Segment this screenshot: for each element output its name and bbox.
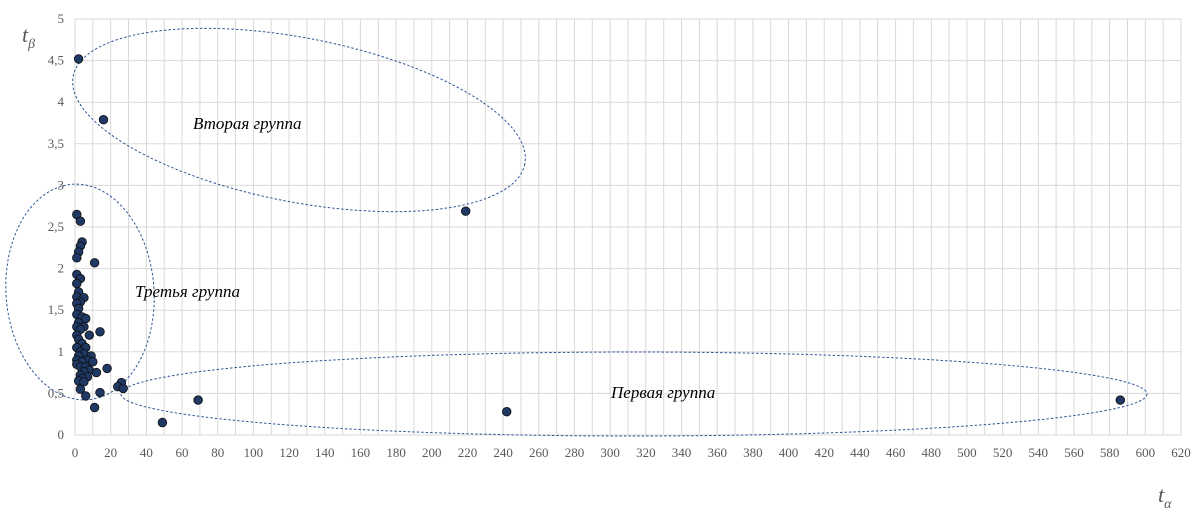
data-point [102, 363, 112, 374]
data-point [118, 383, 128, 394]
x-tick-label: 240 [493, 445, 513, 460]
data-point [1115, 395, 1126, 405]
x-tick-label: 300 [600, 445, 620, 460]
data-point [461, 206, 471, 216]
data-point [95, 327, 105, 337]
x-tick-label: 360 [707, 445, 727, 460]
x-tick-label: 320 [636, 445, 656, 460]
y-tick-label: 0 [58, 427, 65, 442]
y-tick-label: 4 [58, 94, 65, 109]
y-tick-label: 4,5 [48, 53, 64, 68]
data-point [157, 417, 168, 428]
x-tick-label: 620 [1171, 445, 1191, 460]
x-tick-label: 420 [814, 445, 834, 460]
annotation-group1: Первая группа [610, 383, 715, 402]
x-tick-label: 40 [140, 445, 153, 460]
x-tick-label: 460 [886, 445, 906, 460]
x-tick-label: 220 [458, 445, 478, 460]
x-tick-label: 200 [422, 445, 442, 460]
x-tick-label: 540 [1029, 445, 1049, 460]
x-tick-label: 80 [211, 445, 224, 460]
x-tick-label: 340 [672, 445, 692, 460]
x-tick-label: 600 [1136, 445, 1156, 460]
data-point [89, 258, 100, 268]
data-point [73, 54, 84, 64]
group2-ellipse [72, 27, 526, 213]
y-axis-title: tβ [22, 22, 35, 52]
data-point [75, 216, 86, 226]
data-point [98, 114, 109, 125]
data-point [84, 330, 95, 340]
x-tick-label: 140 [315, 445, 335, 460]
y-tick-label: 1 [58, 344, 65, 359]
x-tick-label: 100 [244, 445, 264, 460]
x-tick-label: 120 [279, 445, 299, 460]
x-tick-label: 560 [1064, 445, 1084, 460]
y-tick-label: 1,5 [48, 302, 64, 317]
x-tick-label: 380 [743, 445, 763, 460]
y-tick-label: 5 [58, 11, 65, 26]
annotation-group3: Третья группа [135, 282, 240, 301]
y-tick-label: 0,5 [48, 385, 64, 400]
group1-ellipse [120, 351, 1148, 437]
data-point [72, 253, 82, 263]
data-point [502, 407, 512, 417]
y-tick-label: 3 [58, 177, 65, 192]
x-tick-label: 180 [386, 445, 406, 460]
x-tick-label: 60 [176, 445, 189, 460]
x-tick-label: 160 [351, 445, 371, 460]
x-tick-labels: 0 20 40 60 80 100 120 140 160 180 200 220 240 260 280 3… [72, 445, 1191, 460]
y-tick-label: 2,5 [48, 219, 64, 234]
x-tick-label: 400 [779, 445, 799, 460]
data-points [72, 54, 1126, 428]
annotation-group2: Вторая группа [193, 114, 301, 133]
data-point [193, 395, 203, 405]
group-ellipses [5, 27, 1148, 437]
grid-lines [74, 18, 1182, 436]
x-tick-label: 500 [957, 445, 977, 460]
y-tick-label: 3,5 [48, 136, 64, 151]
data-point [72, 278, 82, 289]
x-tick-label: 0 [72, 445, 79, 460]
data-point [89, 402, 100, 413]
x-tick-label: 480 [922, 445, 942, 460]
data-point [91, 367, 102, 378]
x-tick-label: 580 [1100, 445, 1120, 460]
x-tick-label: 20 [104, 445, 117, 460]
data-point [75, 384, 86, 394]
data-point [95, 387, 105, 398]
x-tick-label: 520 [993, 445, 1013, 460]
data-point [88, 357, 98, 367]
x-tick-label: 280 [565, 445, 585, 460]
y-tick-labels: 0 0,5 1 1,5 2 2,5 3 3,5 4 4,5 5 [48, 11, 65, 442]
data-point [80, 391, 91, 401]
y-tick-label: 2 [58, 261, 65, 276]
x-tick-label: 440 [850, 445, 870, 460]
x-axis-title: tα [1158, 482, 1172, 512]
x-tick-label: 260 [529, 445, 549, 460]
